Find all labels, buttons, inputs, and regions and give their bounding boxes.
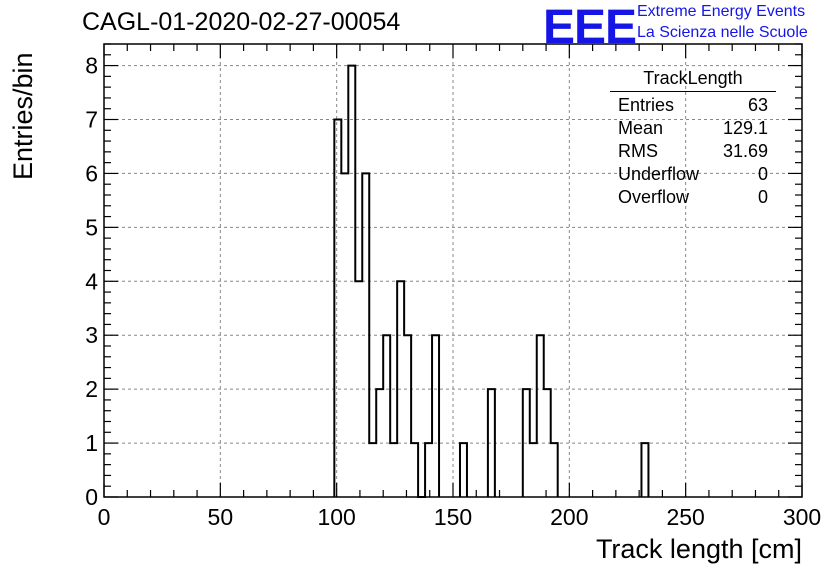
stats-label: Entries bbox=[618, 95, 675, 115]
y-tick-label: 5 bbox=[85, 214, 98, 240]
histogram-step-line bbox=[333, 64, 650, 498]
stats-value: 31.69 bbox=[722, 141, 768, 161]
x-tick-label: 300 bbox=[783, 504, 821, 530]
x-tick-label: 200 bbox=[550, 504, 588, 530]
x-tick-label: 50 bbox=[208, 504, 234, 530]
stats-label: Underflow bbox=[618, 164, 700, 184]
stats-label: Overflow bbox=[618, 187, 690, 207]
y-tick-label: 3 bbox=[85, 322, 98, 348]
y-tick-label: 7 bbox=[85, 107, 98, 133]
stats-value: 129.1 bbox=[722, 118, 768, 138]
stats-title: TrackLength bbox=[610, 68, 776, 92]
axis-ticks bbox=[103, 43, 803, 498]
y-tick-label: 2 bbox=[85, 376, 98, 402]
eee-logo-line1: Extreme Energy Events bbox=[637, 3, 806, 20]
stats-label: RMS bbox=[618, 141, 658, 161]
x-axis-label: Track length [cm] bbox=[595, 534, 802, 564]
run-title: CAGL-01-2020-02-27-00054 bbox=[82, 8, 401, 36]
tick-labels: 0 50 100 150 200 250 300 0 1 2 3 4 5 6 7 8 bbox=[85, 53, 821, 530]
y-axis-label: Entries/bin bbox=[8, 52, 38, 180]
stats-row-underflow: Underflow 0 bbox=[610, 163, 776, 186]
stats-value: 0 bbox=[757, 187, 768, 207]
x-tick-label: 0 bbox=[98, 504, 111, 530]
y-tick-label: 0 bbox=[85, 484, 98, 510]
stats-row-mean: Mean 129.1 bbox=[610, 117, 776, 140]
stats-row-rms: RMS 31.69 bbox=[610, 140, 776, 163]
y-tick-label: 1 bbox=[85, 430, 98, 456]
stats-row-overflow: Overflow 0 bbox=[610, 186, 776, 209]
x-tick-label: 150 bbox=[434, 504, 472, 530]
eee-logo-line2: La Scienza nelle Scuole bbox=[637, 24, 808, 41]
grid-lines bbox=[104, 44, 802, 497]
stats-value: 63 bbox=[747, 95, 768, 115]
y-tick-label: 6 bbox=[85, 160, 98, 186]
y-tick-label: 8 bbox=[85, 53, 98, 79]
x-tick-label: 250 bbox=[666, 504, 704, 530]
stats-row-entries: Entries 63 bbox=[610, 94, 776, 117]
eee-logo: EEE bbox=[543, 1, 637, 54]
stats-label: Mean bbox=[618, 118, 664, 138]
x-tick-label: 100 bbox=[317, 504, 355, 530]
stats-box: TrackLength Entries 63 Mean 129.1 RMS 31… bbox=[610, 68, 776, 209]
y-tick-label: 4 bbox=[85, 268, 98, 294]
stats-value: 0 bbox=[757, 164, 768, 184]
